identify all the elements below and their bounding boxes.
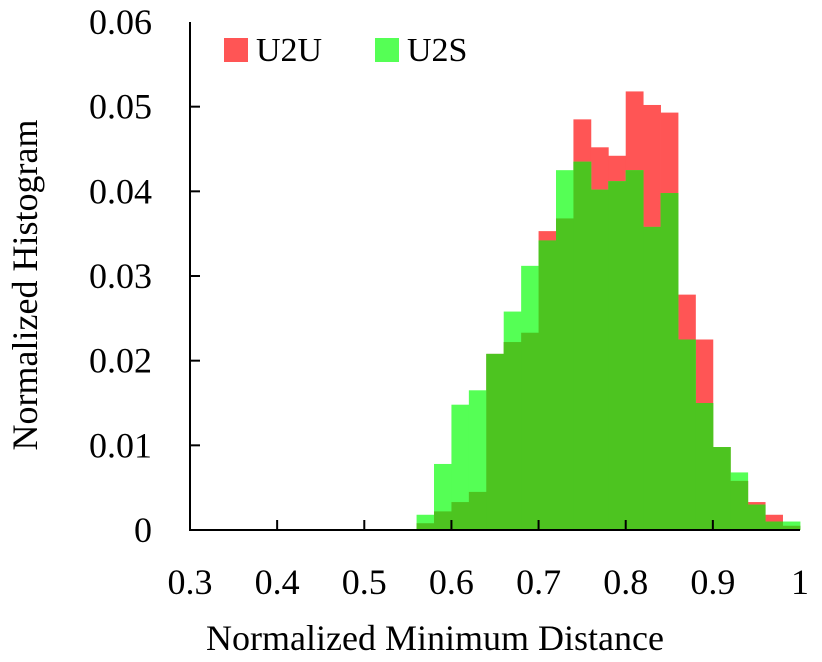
y-tick-labels: 0 0.01 0.02 0.03 0.04 0.05 0.06: [89, 2, 152, 550]
y-tick-label: 0.05: [89, 87, 152, 127]
overlap-bar: [468, 491, 487, 530]
overlap-bar: [782, 525, 801, 530]
x-tick-label: 0.9: [690, 562, 735, 602]
overlap-bar: [765, 521, 783, 530]
x-tick-label: 0.8: [603, 562, 648, 602]
u2s-bar: [451, 404, 470, 530]
legend-swatch-u2u: [224, 38, 248, 62]
overlap-bar: [556, 218, 574, 530]
overlap-bar: [747, 504, 766, 530]
overlap-bar: [590, 189, 609, 530]
x-tick-label: 0.7: [516, 562, 561, 602]
x-tick-label: 1: [791, 562, 809, 602]
y-tick-label: 0: [134, 510, 152, 550]
legend-label-u2s: U2S: [407, 32, 467, 69]
x-tick-labels: 0.3 0.4 0.5 0.6 0.7 0.8 0.9 1: [168, 562, 810, 602]
y-tick-label: 0.02: [89, 341, 152, 381]
overlap-bars: [416, 161, 801, 531]
overlap-bar: [451, 502, 470, 530]
overlap-bar: [521, 332, 539, 530]
y-tick-label: 0.01: [89, 425, 152, 465]
x-axis-label: Normalized Minimum Distance: [206, 618, 664, 657]
y-tick-label: 0.03: [89, 256, 152, 296]
x-tick-label: 0.4: [255, 562, 300, 602]
overlap-bar: [730, 480, 749, 530]
legend-label-u2u: U2U: [256, 32, 322, 69]
overlap-bar: [503, 342, 522, 530]
overlap-bar: [625, 170, 644, 530]
x-tick-label: 0.6: [429, 562, 474, 602]
x-tick-label: 0.3: [168, 562, 213, 602]
legend-swatch-u2s: [375, 38, 399, 62]
overlap-bar: [486, 353, 505, 530]
overlap-bar: [573, 161, 592, 530]
overlap-bar: [643, 226, 661, 531]
overlap-bar: [608, 181, 627, 530]
overlap-bar: [434, 511, 452, 530]
overlap-bar: [695, 403, 714, 530]
overlap-bar: [416, 523, 435, 530]
axes: [189, 22, 800, 531]
overlap-bar: [660, 193, 679, 530]
y-axis-label: Normalized Histogram: [5, 120, 45, 451]
legend: U2U U2S: [224, 32, 467, 69]
overlap-bar: [538, 240, 557, 530]
overlap-bar: [712, 447, 731, 530]
overlap-bar: [678, 339, 696, 530]
x-tick-label: 0.5: [342, 562, 387, 602]
y-tick-label: 0.06: [89, 2, 152, 42]
y-tick-label: 0.04: [89, 171, 152, 211]
